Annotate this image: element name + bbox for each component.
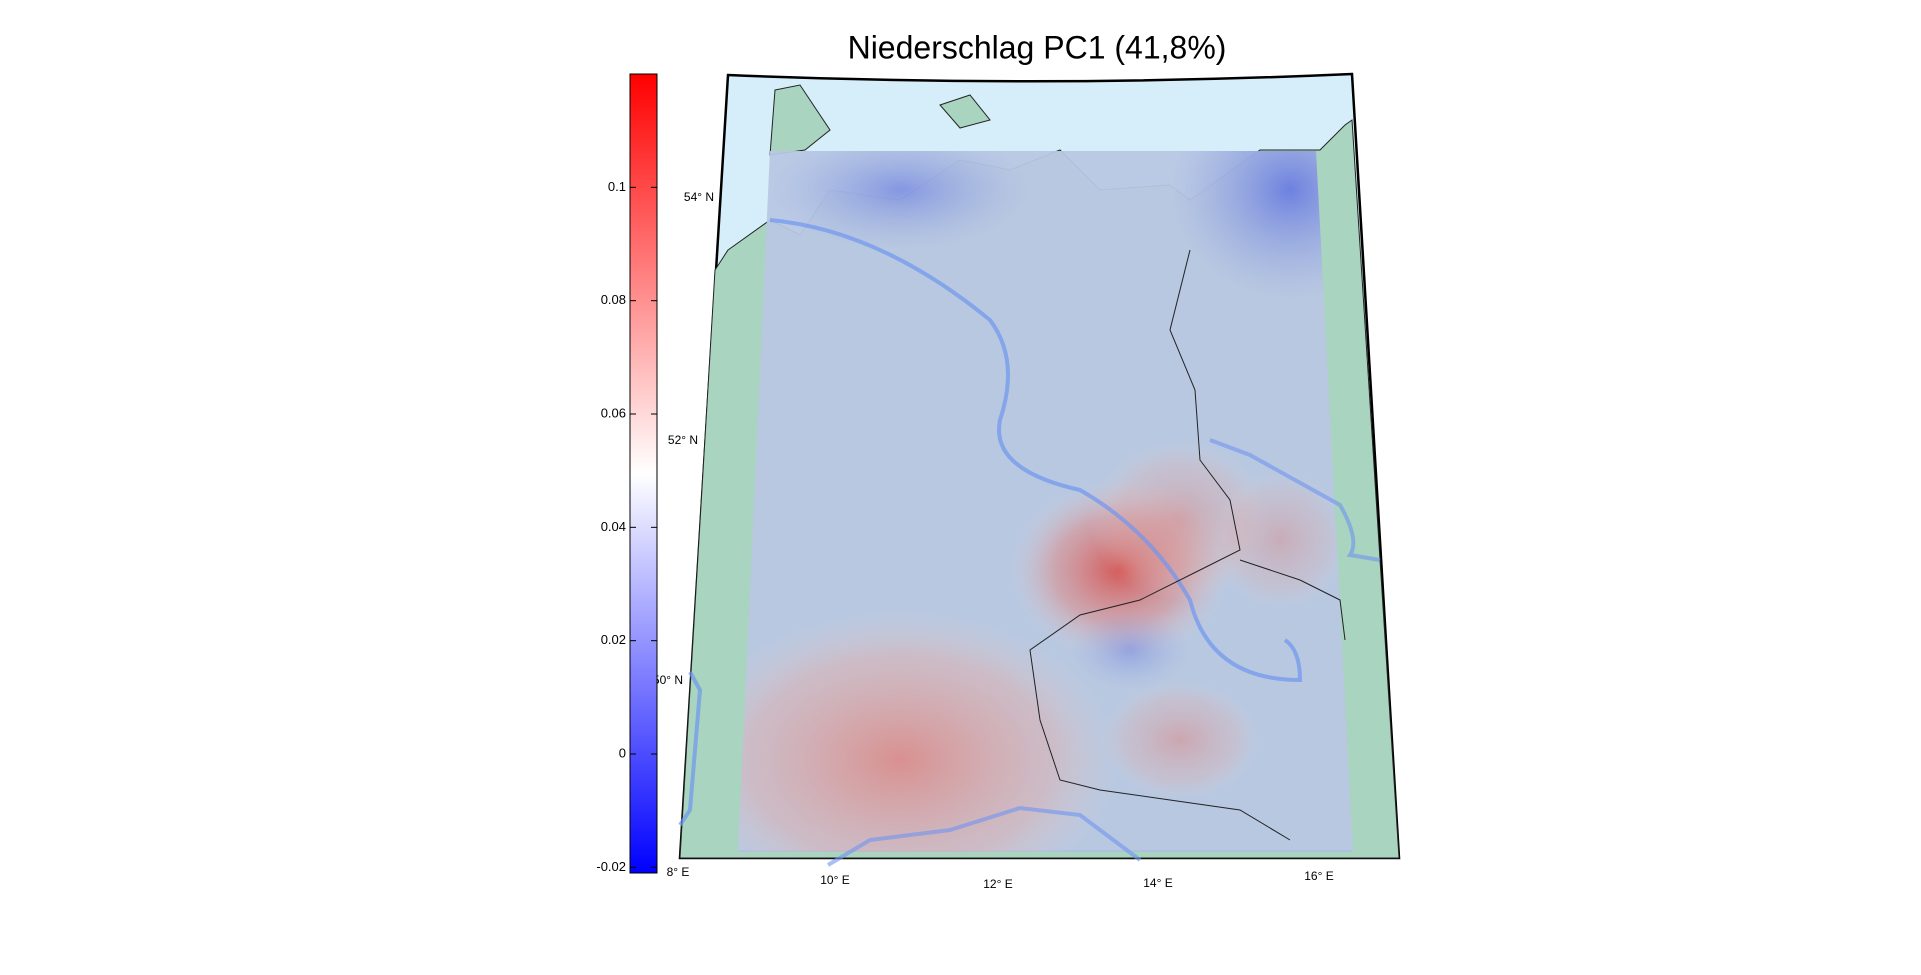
river — [1209, 438, 1381, 562]
lat-label: 50° N — [653, 673, 683, 687]
lat-labels: 54° N 52° N 50° N — [653, 190, 714, 687]
river — [678, 671, 703, 827]
lon-label: 10° E — [820, 873, 849, 887]
field-pattern — [738, 151, 1353, 852]
colorbar-tick-label: 0.06 — [601, 405, 626, 420]
colorbar-tick-label: 0.08 — [601, 292, 626, 307]
lon-label: 12° E — [983, 877, 1012, 891]
colorbar-tick-label: 0 — [619, 745, 626, 760]
colorbar-tick-label: 0.04 — [601, 519, 626, 534]
lon-label: 16° E — [1304, 869, 1333, 883]
lat-label: 54° N — [684, 190, 714, 204]
map: 54° N 52° N 50° N 8° E 10° E 12° E 14° E 16° E — [653, 72, 1401, 891]
river — [826, 805, 1142, 867]
island — [769, 84, 831, 156]
border — [1029, 249, 1291, 841]
lon-label: 14° E — [1143, 876, 1172, 890]
title: Niederschlag PC1 (41,8%) — [848, 29, 1227, 65]
river — [769, 218, 1303, 683]
lon-label: 8° E — [667, 865, 690, 879]
lon-labels: 8° E 10° E 12° E 14° E 16° E — [667, 865, 1334, 891]
colorbar-ticks: -0.02 0 0.02 0.04 0.06 0.08 0.1 — [596, 179, 657, 874]
lat-label: 52° N — [668, 433, 698, 447]
colorbar-tick-label: 0.02 — [601, 632, 626, 647]
border — [1239, 559, 1346, 641]
island — [939, 94, 991, 129]
colorbar — [629, 73, 658, 874]
colorbar-tick-label: 0.1 — [608, 179, 626, 194]
colorbar-tick-label: -0.02 — [596, 859, 626, 874]
